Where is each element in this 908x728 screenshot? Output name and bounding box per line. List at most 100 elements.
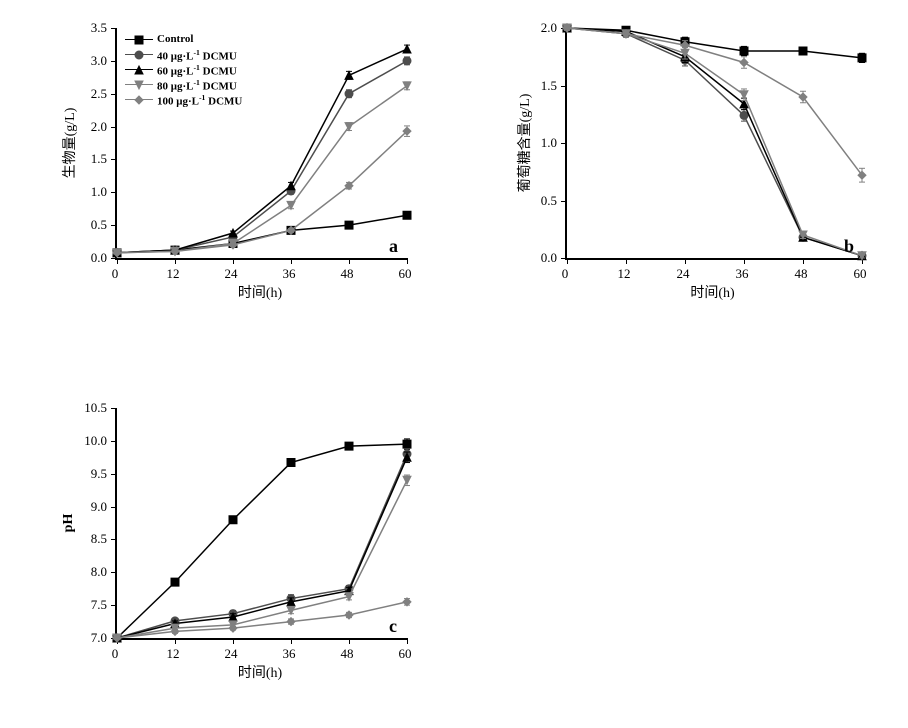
marker-d60 [403,45,411,53]
y-axis-title: 葡萄糖含量(g/L) [514,94,534,193]
x-tick-label: 24 [225,646,238,662]
x-tick-label: 60 [854,266,867,282]
marker-d40 [229,233,237,241]
marker-control [681,38,689,46]
error-bar [230,626,236,630]
y-tick-label: 1.5 [541,78,557,94]
x-tick-label: 12 [618,266,631,282]
marker-d80 [403,82,411,90]
error-bar [682,48,688,60]
error-bar [859,168,865,182]
marker-d100 [403,598,411,606]
error-bar [404,126,410,137]
y-tick [111,28,117,29]
x-tick [744,258,745,264]
x-tick-label: 0 [112,266,119,282]
marker-d100 [287,226,295,234]
series-line-d60 [567,28,862,256]
marker-d40 [287,595,295,603]
x-tick [291,638,292,644]
error-bar [800,91,806,103]
y-tick [111,638,117,639]
error-bar [172,250,178,253]
error-bar [404,82,410,90]
marker-d100 [622,30,630,38]
x-tick [291,258,292,264]
y-tick [561,258,567,259]
error-bar [800,49,806,54]
marker-control [799,47,807,55]
y-tick [111,605,117,606]
error-bar [346,593,352,600]
x-tick-label: 60 [399,266,412,282]
marker-d60 [229,613,237,621]
x-tick [567,258,568,264]
marker-d40 [345,90,353,98]
marker-control [345,221,353,229]
y-tick-label: 7.5 [91,597,107,613]
error-bar [741,98,747,110]
error-bar [404,452,410,463]
marker-d40 [403,57,411,65]
error-bar [172,249,178,252]
error-bar [623,28,629,35]
x-tick [233,258,234,264]
error-bar [172,618,178,623]
y-tick [111,61,117,62]
error-bar [288,607,294,614]
error-bar [288,595,294,603]
error-bar [288,228,294,232]
series-line-control [567,28,862,58]
error-bar [623,28,629,33]
y-tick [111,127,117,128]
x-tick-label: 36 [283,646,296,662]
marker-d60 [403,453,411,461]
y-tick [111,572,117,573]
marker-d40 [740,111,748,119]
series-line-d100 [117,131,407,253]
marker-control [287,226,295,234]
error-bar [682,41,688,50]
y-tick-label: 1.0 [541,135,557,151]
legend-label: 100 μg·L-1 DCMU [157,90,242,110]
marker-control [229,516,237,524]
marker-d80 [345,123,353,131]
marker-d80 [171,247,179,255]
error-bar [346,443,352,450]
series-line-d80 [117,480,407,638]
x-tick-label: 60 [399,646,412,662]
marker-d80 [287,201,295,209]
error-bar [230,231,236,235]
error-bar [288,598,294,606]
error-bar [741,89,747,101]
marker-d60 [345,71,353,79]
error-bar [230,242,236,245]
error-bar [230,516,236,523]
series-line-d80 [567,28,862,256]
marker-d60 [287,598,295,606]
marker-d60 [622,27,630,35]
marker-d100 [345,611,353,619]
x-tick [626,258,627,264]
y-tick [111,441,117,442]
series-line-d80 [117,86,407,253]
y-tick-label: 10.0 [84,433,107,449]
error-bar [288,182,294,189]
marker-d80 [113,249,121,257]
marker-control [403,440,411,448]
series-layer [567,28,862,258]
y-tick-label: 8.5 [91,531,107,547]
marker-d100 [229,241,237,249]
y-tick [111,408,117,409]
marker-d100 [345,182,353,190]
marker-control [229,240,237,248]
error-bar [288,188,294,195]
marker-d60 [171,620,179,628]
y-tick [561,86,567,87]
series-line-d60 [117,457,407,638]
marker-d40 [171,617,179,625]
y-tick-label: 2.0 [91,119,107,135]
y-tick-label: 10.5 [84,400,107,416]
error-bar [741,110,747,122]
marker-control [403,211,411,219]
